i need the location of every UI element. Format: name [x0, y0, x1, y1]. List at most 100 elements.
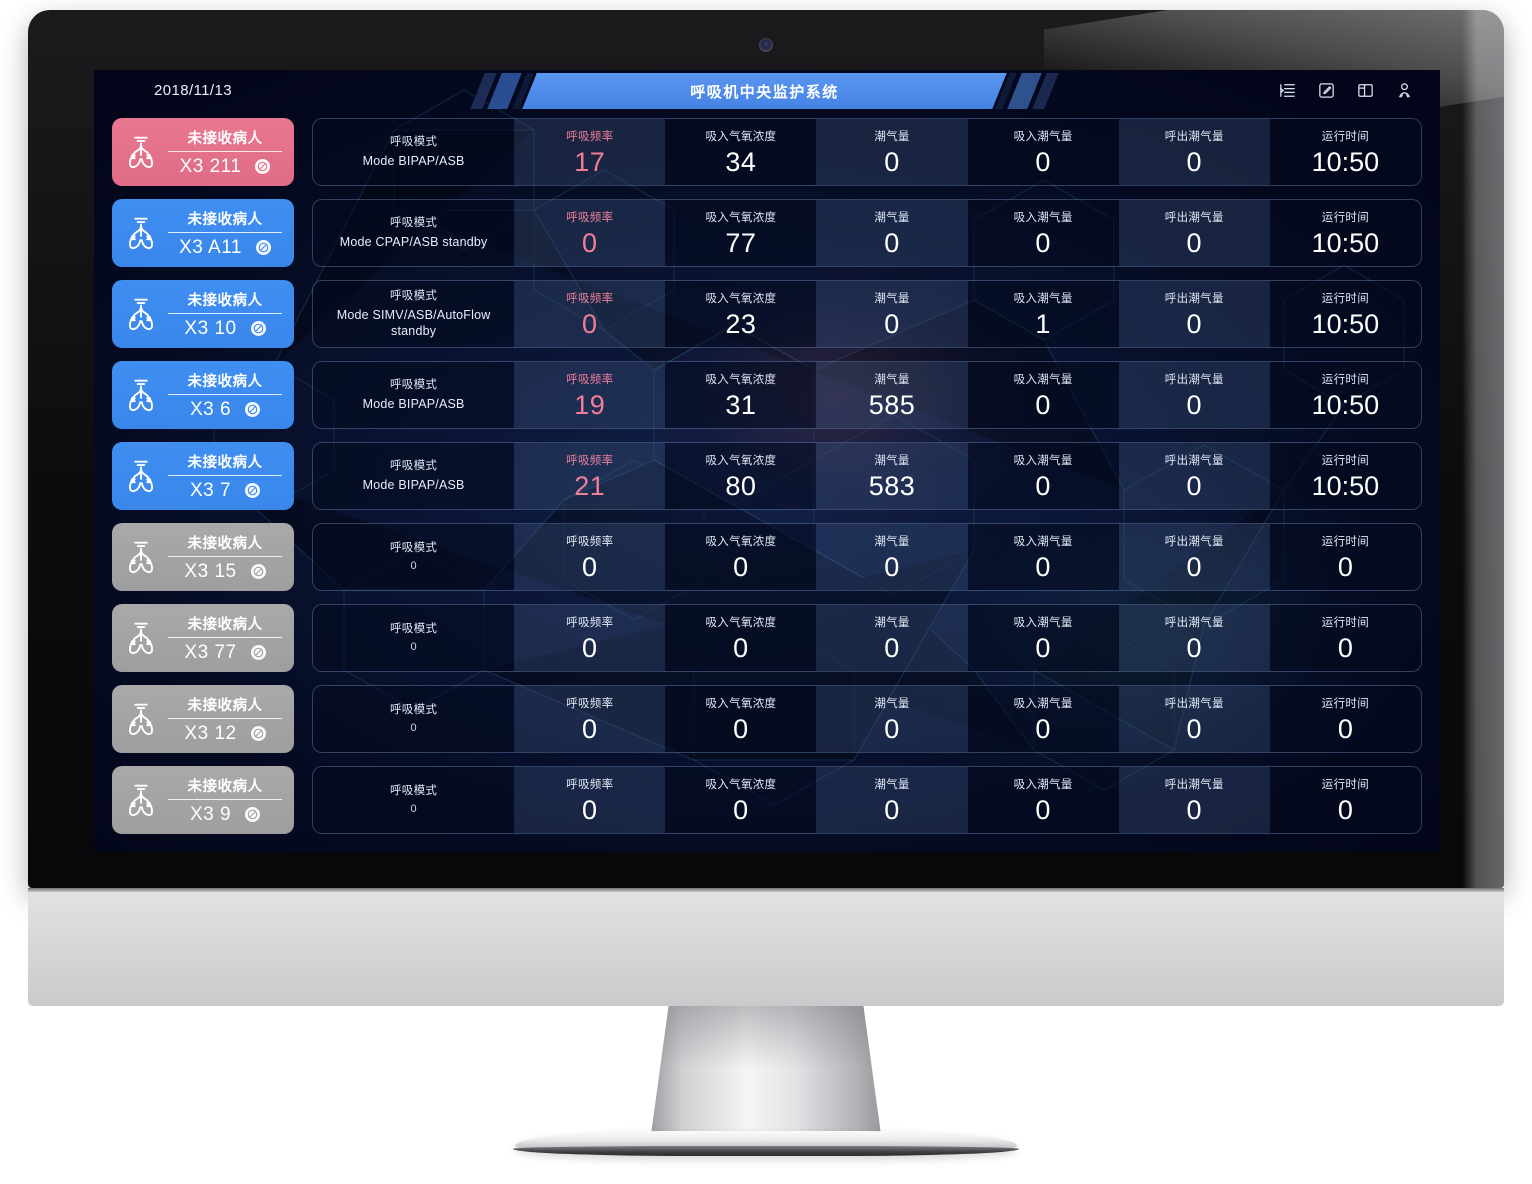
metric-value-tv_in: 0	[1035, 632, 1051, 663]
metric-cell-tv_out[interactable]: 呼出潮气量 0	[1118, 119, 1270, 185]
metric-cell-rate[interactable]: 呼吸频率 17	[514, 119, 666, 185]
metric-cell-runtime[interactable]: 运行时间 10:50	[1269, 443, 1421, 509]
metric-cell-mode[interactable]: 呼吸模式 0	[313, 605, 515, 671]
patient-bed-chip[interactable]: 未接收病人 X3 9	[112, 766, 294, 834]
patient-bed-chip[interactable]: 未接收病人 X3 15	[112, 523, 294, 591]
metric-value-runtime: 10:50	[1311, 146, 1380, 177]
no-patient-badge-icon[interactable]	[245, 807, 261, 822]
patient-bed-chip[interactable]: 未接收病人 X3 6	[112, 361, 294, 429]
metric-cell-tv[interactable]: 潮气量 583	[816, 443, 968, 509]
metric-cell-tv_out[interactable]: 呼出潮气量 0	[1118, 524, 1270, 590]
metric-cell-mode[interactable]: 呼吸模式 Mode SIMV/ASB/AutoFlow standby	[313, 281, 515, 347]
metric-cell-runtime[interactable]: 运行时间 0	[1269, 605, 1421, 671]
metric-cell-tv_out[interactable]: 呼出潮气量 0	[1118, 767, 1270, 833]
lungs-icon	[120, 375, 162, 415]
application-screen: 2018/11/13 呼吸机中央监护系统	[94, 70, 1440, 852]
metric-label-rate: 呼吸频率	[566, 211, 614, 224]
no-patient-badge-icon[interactable]	[255, 159, 271, 174]
metric-cell-tv[interactable]: 潮气量 0	[816, 686, 968, 752]
metric-cell-rate[interactable]: 呼吸频率 19	[514, 362, 666, 428]
metric-cell-rate[interactable]: 呼吸频率 0	[514, 686, 666, 752]
metric-cell-tv_in[interactable]: 吸入潮气量 0	[967, 767, 1119, 833]
metric-cell-mode[interactable]: 呼吸模式 Mode CPAP/ASB standby	[313, 200, 515, 266]
list-view-icon[interactable]	[1278, 81, 1297, 100]
metric-label-mode: 呼吸模式	[390, 704, 438, 717]
metric-cell-fio2[interactable]: 吸入气氧浓度 0	[665, 686, 817, 752]
metric-cell-runtime[interactable]: 运行时间 0	[1269, 686, 1421, 752]
metric-cell-tv_out[interactable]: 呼出潮气量 0	[1118, 281, 1270, 347]
metric-cell-fio2[interactable]: 吸入气氧浓度 0	[665, 524, 817, 590]
patient-status-label: 未接收病人	[168, 451, 282, 476]
edit-note-icon[interactable]	[1317, 81, 1336, 100]
user-account-icon[interactable]	[1395, 81, 1414, 100]
no-patient-badge-icon[interactable]	[250, 321, 266, 336]
metric-cell-mode[interactable]: 呼吸模式 Mode BIPAP/ASB	[313, 443, 515, 509]
patient-bed-chip[interactable]: 未接收病人 X3 77	[112, 604, 294, 672]
metric-cell-mode[interactable]: 呼吸模式 Mode BIPAP/ASB	[313, 362, 515, 428]
metric-cell-tv_out[interactable]: 呼出潮气量 0	[1118, 686, 1270, 752]
metric-cell-tv_in[interactable]: 吸入潮气量 0	[967, 362, 1119, 428]
no-patient-badge-icon[interactable]	[255, 240, 271, 255]
metric-cell-tv[interactable]: 潮气量 0	[816, 767, 968, 833]
metrics-panel: 呼吸模式 Mode BIPAP/ASB 呼吸频率 21 吸入气氧浓度 80 潮气量 583 吸入…	[312, 442, 1422, 510]
metric-cell-tv_in[interactable]: 吸入潮气量 1	[967, 281, 1119, 347]
no-patient-badge-icon[interactable]	[250, 564, 266, 579]
metric-cell-fio2[interactable]: 吸入气氧浓度 31	[665, 362, 817, 428]
metric-cell-tv_in[interactable]: 吸入潮气量 0	[967, 200, 1119, 266]
metric-value-tv_out: 0	[1186, 227, 1203, 258]
metric-cell-tv[interactable]: 潮气量 0	[816, 281, 968, 347]
patient-bed-chip[interactable]: 未接收病人 X3 10	[112, 280, 294, 348]
metric-cell-fio2[interactable]: 吸入气氧浓度 34	[665, 119, 817, 185]
patient-bed-chip[interactable]: 未接收病人 X3 12	[112, 685, 294, 753]
metric-cell-rate[interactable]: 呼吸频率 0	[514, 524, 666, 590]
metric-cell-tv[interactable]: 潮气量 585	[816, 362, 968, 428]
metric-cell-tv[interactable]: 潮气量 0	[816, 200, 968, 266]
metric-cell-fio2[interactable]: 吸入气氧浓度 0	[665, 605, 817, 671]
metric-cell-tv[interactable]: 潮气量 0	[816, 524, 968, 590]
metric-value-tv_in: 0	[1035, 551, 1051, 582]
no-patient-badge-icon[interactable]	[245, 402, 261, 417]
metric-cell-tv_in[interactable]: 吸入潮气量 0	[967, 443, 1119, 509]
metric-cell-fio2[interactable]: 吸入气氧浓度 80	[665, 443, 817, 509]
metric-cell-rate[interactable]: 呼吸频率 21	[514, 443, 666, 509]
metric-label-tv: 潮气量	[874, 454, 910, 467]
metric-cell-tv_in[interactable]: 吸入潮气量 0	[967, 605, 1119, 671]
metric-cell-tv_out[interactable]: 呼出潮气量 0	[1118, 443, 1270, 509]
lungs-icon	[120, 618, 162, 658]
metric-cell-tv_out[interactable]: 呼出潮气量 0	[1118, 605, 1270, 671]
metric-cell-runtime[interactable]: 运行时间 0	[1269, 524, 1421, 590]
patient-bed-chip[interactable]: 未接收病人 X3 211	[112, 118, 294, 186]
metric-cell-runtime[interactable]: 运行时间 10:50	[1269, 119, 1421, 185]
app-title-plate: 呼吸机中央监护系统	[522, 73, 1007, 109]
metric-cell-fio2[interactable]: 吸入气氧浓度 77	[665, 200, 817, 266]
metric-cell-runtime[interactable]: 运行时间 10:50	[1269, 281, 1421, 347]
metric-cell-tv_in[interactable]: 吸入潮气量 0	[967, 119, 1119, 185]
metric-cell-mode[interactable]: 呼吸模式 Mode BIPAP/ASB	[313, 119, 515, 185]
patient-bed-row: X3 12	[166, 722, 284, 745]
patient-chip-text: 未接收病人 X3 6	[162, 370, 284, 421]
metric-cell-mode[interactable]: 呼吸模式 0	[313, 524, 515, 590]
metric-cell-fio2[interactable]: 吸入气氧浓度 23	[665, 281, 817, 347]
metric-cell-tv[interactable]: 潮气量 0	[816, 605, 968, 671]
metric-cell-runtime[interactable]: 运行时间 10:50	[1269, 200, 1421, 266]
metric-cell-rate[interactable]: 呼吸频率 0	[514, 200, 666, 266]
patient-bed-chip[interactable]: 未接收病人 X3 A11	[112, 199, 294, 267]
no-patient-badge-icon[interactable]	[245, 483, 261, 498]
metric-cell-tv[interactable]: 潮气量 0	[816, 119, 968, 185]
metric-cell-rate[interactable]: 呼吸频率 0	[514, 767, 666, 833]
metric-cell-runtime[interactable]: 运行时间 10:50	[1269, 362, 1421, 428]
metric-cell-runtime[interactable]: 运行时间 0	[1269, 767, 1421, 833]
metric-cell-tv_out[interactable]: 呼出潮气量 0	[1118, 200, 1270, 266]
no-patient-badge-icon[interactable]	[250, 645, 266, 660]
patient-bed-chip[interactable]: 未接收病人 X3 7	[112, 442, 294, 510]
metric-cell-tv_out[interactable]: 呼出潮气量 0	[1118, 362, 1270, 428]
metric-cell-tv_in[interactable]: 吸入潮气量 0	[967, 524, 1119, 590]
no-patient-badge-icon[interactable]	[250, 726, 266, 741]
layout-grid-icon[interactable]	[1356, 81, 1375, 100]
metric-cell-fio2[interactable]: 吸入气氧浓度 0	[665, 767, 817, 833]
metric-cell-rate[interactable]: 呼吸频率 0	[514, 281, 666, 347]
metric-cell-rate[interactable]: 呼吸频率 0	[514, 605, 666, 671]
metric-cell-tv_in[interactable]: 吸入潮气量 0	[967, 686, 1119, 752]
metric-cell-mode[interactable]: 呼吸模式 0	[313, 686, 515, 752]
metric-cell-mode[interactable]: 呼吸模式 0	[313, 767, 515, 833]
